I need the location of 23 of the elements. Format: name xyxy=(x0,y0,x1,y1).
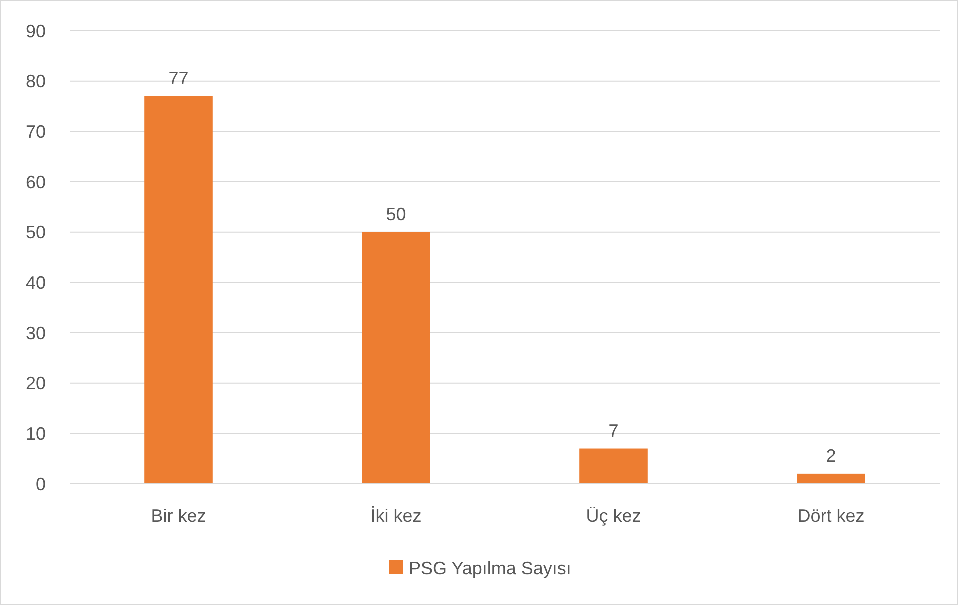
y-tick-label: 70 xyxy=(26,122,46,142)
data-label: 50 xyxy=(386,204,406,224)
y-tick-label: 50 xyxy=(26,222,46,243)
data-label: 7 xyxy=(608,420,619,441)
x-tick-label: Dört kez xyxy=(798,506,865,526)
y-tick-label: 80 xyxy=(26,72,46,92)
y-tick-label: 0 xyxy=(36,474,46,494)
data-label: 77 xyxy=(168,68,189,88)
data-label: 2 xyxy=(826,446,836,466)
bar xyxy=(580,448,648,484)
y-tick-label: 20 xyxy=(26,374,46,394)
bar xyxy=(797,474,866,484)
y-tick-label: 60 xyxy=(26,172,46,192)
y-tick-label: 10 xyxy=(26,424,46,444)
x-tick-label: İki kez xyxy=(370,506,422,526)
bar xyxy=(144,96,213,484)
legend-label: PSG Yapılma Sayısı xyxy=(409,558,572,578)
x-tick-label: Bir kez xyxy=(151,506,206,526)
y-tick-label: 30 xyxy=(26,323,46,344)
y-tick-label: 90 xyxy=(26,21,46,42)
x-tick-label: Üç kez xyxy=(586,506,642,526)
bar xyxy=(362,232,430,484)
y-tick-label: 40 xyxy=(26,272,46,293)
